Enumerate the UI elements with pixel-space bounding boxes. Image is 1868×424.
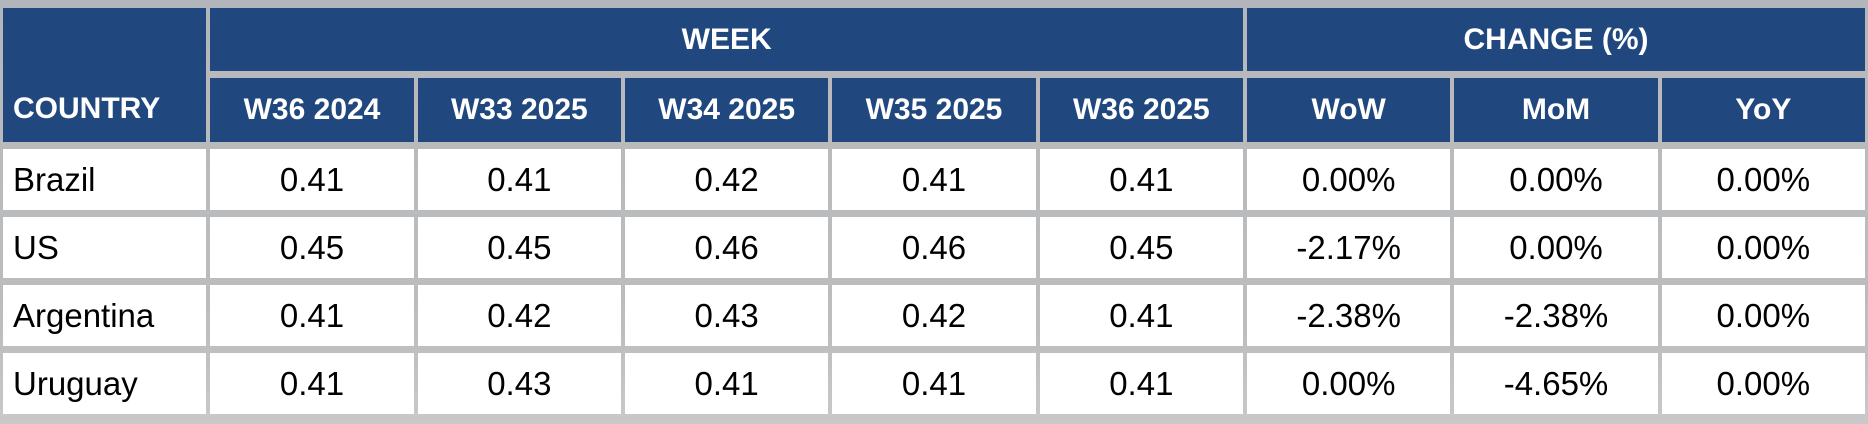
column-header-country: COUNTRY [3,8,207,142]
change-value-cell: -2.38% [1454,285,1658,346]
column-header-w33-2025: W33 2025 [417,78,621,142]
week-value-cell: 0.46 [624,217,829,278]
change-value-cell: 0.00% [1661,353,1865,414]
column-header-w35-2025: W35 2025 [832,78,1036,142]
change-value-cell: 0.00% [1661,285,1865,346]
change-value-cell: 0.00% [1246,149,1451,210]
week-value-cell: 0.41 [210,285,414,346]
week-value-cell: 0.41 [832,353,1036,414]
week-value-cell: 0.41 [1039,353,1243,414]
week-value-cell: 0.46 [832,217,1036,278]
column-header-w36-2025: W36 2025 [1039,78,1243,142]
column-header-wow: WoW [1246,78,1451,142]
group-header-change-pct: CHANGE (%) [1246,8,1865,71]
week-value-cell: 0.42 [832,285,1036,346]
change-value-cell: 0.00% [1246,353,1451,414]
row-label-brazil: Brazil [3,149,207,210]
change-value-cell: 0.00% [1661,217,1865,278]
week-value-cell: 0.41 [832,149,1036,210]
week-value-cell: 0.43 [624,285,829,346]
week-value-cell: 0.45 [417,217,621,278]
week-value-cell: 0.43 [417,353,621,414]
change-value-cell: -2.38% [1246,285,1451,346]
change-value-cell: -4.65% [1454,353,1658,414]
week-value-cell: 0.41 [417,149,621,210]
change-value-cell: -2.17% [1246,217,1451,278]
week-value-cell: 0.42 [417,285,621,346]
row-label-us: US [3,217,207,278]
column-header-mom: MoM [1454,78,1658,142]
row-label-argentina: Argentina [3,285,207,346]
week-value-cell: 0.41 [1039,285,1243,346]
change-value-cell: 0.00% [1454,217,1658,278]
week-value-cell: 0.45 [210,217,414,278]
week-value-cell: 0.41 [624,353,829,414]
week-value-cell: 0.41 [1039,149,1243,210]
row-label-uruguay: Uruguay [3,353,207,414]
change-value-cell: 0.00% [1661,149,1865,210]
week-value-cell: 0.41 [210,149,414,210]
week-value-cell: 0.45 [1039,217,1243,278]
week-value-cell: 0.42 [624,149,829,210]
column-header-w34-2025: W34 2025 [624,78,829,142]
column-header-w36-2024: W36 2024 [210,78,414,142]
week-value-cell: 0.41 [210,353,414,414]
change-value-cell: 0.00% [1454,149,1658,210]
group-header-week: WEEK [210,8,1243,71]
column-header-yoy: YoY [1661,78,1865,142]
